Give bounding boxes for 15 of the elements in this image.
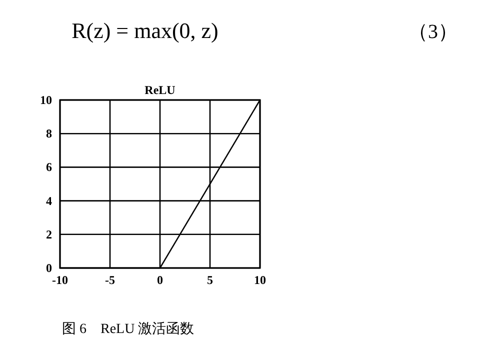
x-tick-label: -10 (52, 273, 68, 287)
x-tick-label: 5 (207, 273, 213, 287)
text: R(z) = max(0, z) (72, 18, 218, 43)
y-tick-label: 4 (46, 194, 52, 208)
y-tick-label: 0 (46, 261, 52, 275)
x-tick-label: 0 (157, 273, 163, 287)
y-tick-label: 10 (40, 93, 52, 107)
chart-title: ReLU (144, 83, 176, 97)
text: （3） (408, 21, 458, 43)
y-tick-label: 6 (46, 160, 52, 174)
y-tick-label: 8 (46, 126, 52, 141)
x-tick-label: -5 (105, 273, 115, 287)
y-tick-label: 2 (46, 227, 52, 242)
x-tick-label: 10 (254, 273, 266, 287)
caption: 图 6 ReLU 激活函数 (62, 321, 194, 337)
